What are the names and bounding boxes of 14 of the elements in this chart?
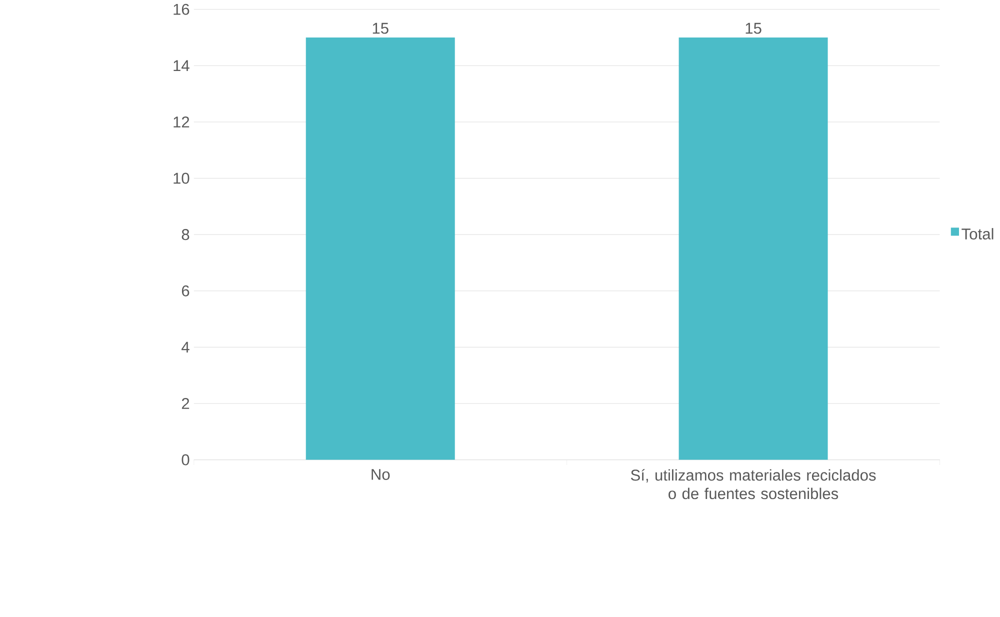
y-tick-label: 14 [174, 60, 190, 71]
x-tick-label: No [372, 468, 390, 480]
y-tick-label: 16 [174, 4, 190, 15]
y-tick-label: 4 [182, 342, 190, 352]
x-tick-label: Sí, utilizamos materiales reciclados o de fuentes sostenibles [630, 468, 876, 499]
legend-label: Total [962, 228, 994, 240]
y-tick-label: 8 [182, 228, 190, 240]
y-tick-label: 2 [182, 398, 190, 409]
y-tick-label: 10 [174, 172, 190, 184]
y-tick-label: 12 [174, 116, 190, 128]
y-tick-label: 6 [182, 285, 190, 296]
data-label: 15 [372, 22, 388, 34]
y-tick-label: 0 [182, 454, 190, 466]
data-label: 15 [746, 22, 762, 34]
